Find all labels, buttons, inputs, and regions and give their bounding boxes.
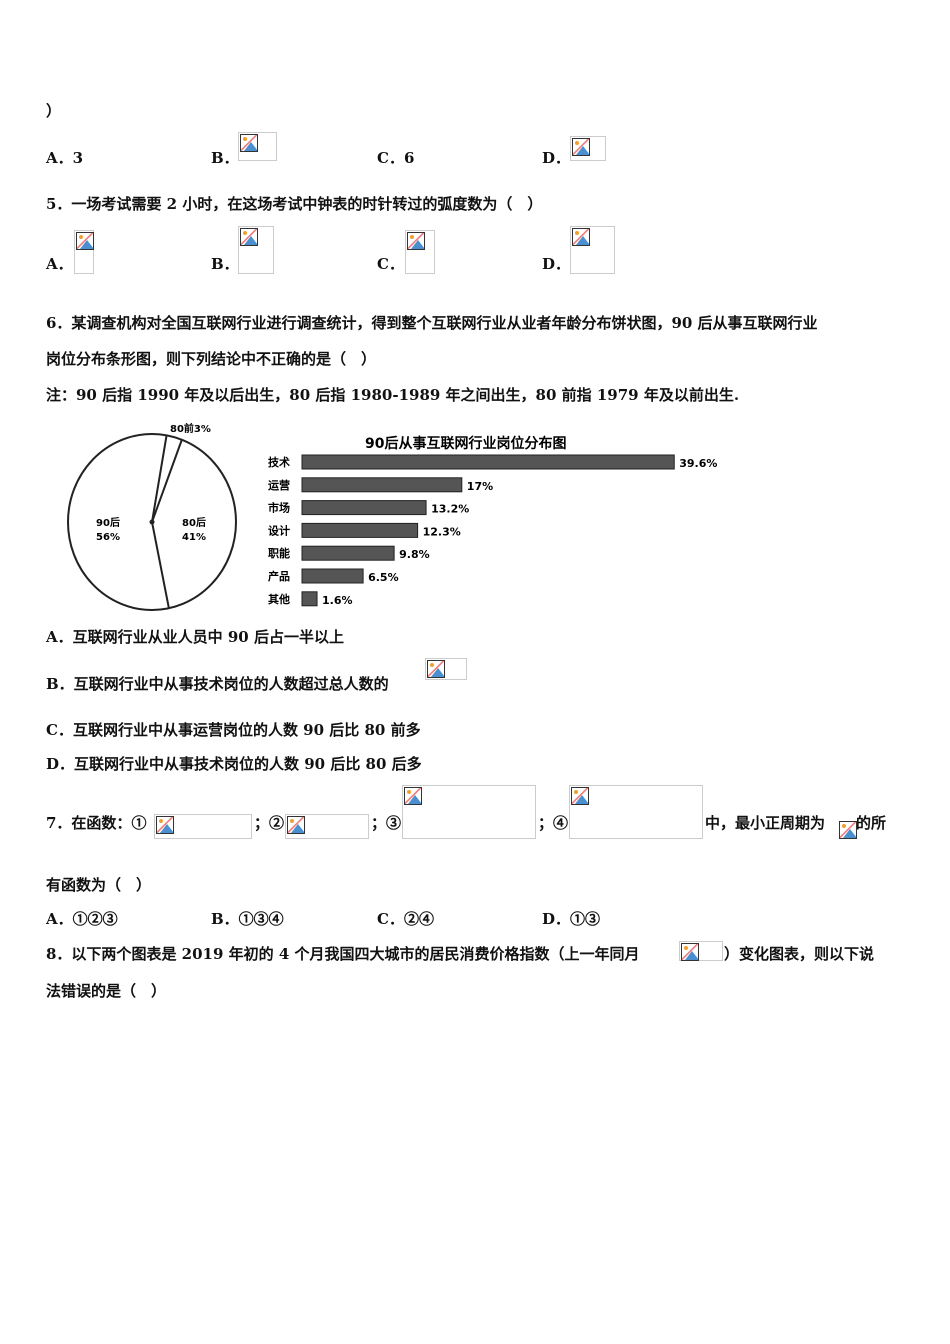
bar-value-label: 39.6% — [679, 457, 717, 470]
q7-option-b: B．①③④ — [211, 910, 284, 928]
q6-stem-line2: 岗位分布条形图，则下列结论中不正确的是（ ） — [46, 350, 377, 368]
q8-stem-line2: 法错误的是（ ） — [46, 982, 167, 1000]
pie-slice-boundary — [151, 435, 168, 523]
pie-slice-boundary — [151, 439, 183, 523]
q4-option-a: A．3 — [46, 149, 84, 167]
q7-stem-part1: 7．在函数：① — [46, 814, 147, 832]
broken-image-icon — [285, 814, 369, 839]
bar — [301, 568, 364, 584]
broken-image-icon — [838, 820, 857, 840]
bar — [301, 591, 318, 607]
broken-image-icon — [74, 230, 94, 274]
q7-stem-line2: 有函数为（ ） — [46, 876, 152, 894]
bar-category-label: 运营 — [268, 478, 290, 492]
bar-chart-title: 90后从事互联网行业岗位分布图 — [365, 435, 566, 452]
bar — [301, 500, 427, 516]
q4-tail: ） — [46, 102, 62, 120]
bar — [301, 477, 463, 493]
bar — [301, 545, 395, 561]
q7-option-c: C．②④ — [377, 910, 434, 928]
q5-option-c: C． — [377, 255, 404, 273]
bar-category-label: 职能 — [268, 546, 290, 560]
q7-stem-part4: ；④ — [538, 814, 569, 832]
q4-option-c: C．6 — [377, 149, 415, 167]
bar-category-label: 产品 — [268, 569, 290, 583]
bar — [301, 454, 675, 470]
q7-option-d: D．①③ — [542, 910, 601, 928]
q4-option-b: B． — [211, 149, 239, 167]
q8-stem-part2: ）变化图表，则以下说 — [724, 945, 875, 963]
broken-image-icon — [154, 814, 252, 839]
q4-option-d: D． — [542, 149, 571, 167]
bar-category-label: 设计 — [268, 523, 290, 537]
q5-option-d: D． — [542, 255, 571, 273]
pie-slice-boundary — [151, 521, 170, 609]
bar-value-label: 6.5% — [368, 571, 399, 584]
q7-stem-part6: 的所 — [856, 814, 887, 832]
bar-value-label: 9.8% — [399, 548, 430, 561]
q7-stem-part3: ；③ — [371, 814, 402, 832]
q6-option-a: A．互联网行业从业人员中 90 后占一半以上 — [46, 628, 344, 646]
bar-category-label: 技术 — [268, 455, 290, 469]
q6-option-c: C．互联网行业中从事运营岗位的人数 90 后比 80 前多 — [46, 721, 421, 739]
broken-image-icon — [402, 785, 536, 839]
q7-option-a: A．①②③ — [46, 910, 118, 928]
q6-option-b: B．互联网行业中从事技术岗位的人数超过总人数的 — [46, 675, 389, 693]
bar-category-label: 其他 — [268, 592, 290, 606]
pie-value-label: 41% — [182, 532, 206, 543]
q8-stem-part1: 8．以下两个图表是 2019 年初的 4 个月我国四大城市的居民消费价格指数（上… — [46, 945, 640, 963]
pie-label: 90后 — [96, 516, 120, 529]
broken-image-icon — [425, 658, 467, 680]
bar-value-label: 1.6% — [322, 594, 353, 607]
bar-value-label: 12.3% — [423, 525, 461, 538]
broken-image-icon — [569, 785, 703, 839]
q5-stem: 5．一场考试需要 2 小时，在这场考试中钟表的时针转过的弧度数为（ ） — [46, 195, 543, 213]
pie-value-label: 56% — [96, 532, 120, 543]
broken-image-icon — [570, 136, 606, 161]
broken-image-icon — [570, 226, 615, 274]
q6-option-d: D．互联网行业中从事技术岗位的人数 90 后比 80 后多 — [46, 755, 422, 773]
bar-value-label: 13.2% — [431, 503, 469, 516]
broken-image-icon — [405, 230, 435, 274]
broken-image-icon — [238, 132, 277, 161]
q6-stem-line1: 6．某调查机构对全国互联网行业进行调查统计，得到整个互联网行业从业者年龄分布饼状… — [46, 314, 818, 332]
pie-label: 80后 — [182, 516, 206, 529]
q7-stem-part5: 中，最小正周期为 — [705, 814, 826, 832]
q7-stem-part2: ；② — [254, 814, 285, 832]
pie-label: 80前3% — [170, 422, 211, 435]
q5-option-b: B． — [211, 255, 239, 273]
pie-center — [149, 519, 155, 525]
q5-option-a: A． — [46, 255, 73, 273]
broken-image-icon — [679, 941, 723, 961]
q6-note: 注：90 后指 1990 年及以后出生，80 后指 1980-1989 年之间出… — [46, 386, 740, 404]
bar-value-label: 17% — [467, 480, 493, 493]
broken-image-icon — [238, 226, 274, 274]
bar — [301, 522, 419, 538]
bar-category-label: 市场 — [268, 501, 290, 515]
